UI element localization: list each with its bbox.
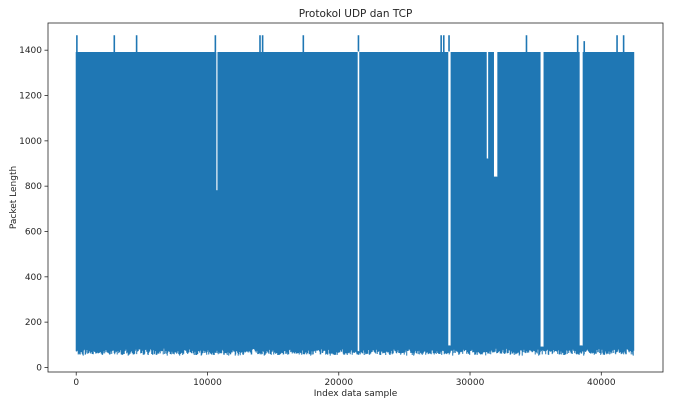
x-tick-label: 0 [73,378,79,388]
chart-title: Protokol UDP dan TCP [299,8,413,20]
series-gap [486,51,489,159]
y-tick-label: 1400 [19,46,42,56]
y-tick-label: 0 [36,363,42,373]
x-tick-label: 20000 [324,378,353,388]
series-band [75,52,635,356]
y-axis-title: Packet Length [9,166,19,229]
y-tick-label: 600 [25,227,42,237]
series-gap [579,51,583,346]
x-axis-title: Index data sample [314,389,398,399]
y-tick-label: 1000 [19,137,42,147]
x-tick-label: 10000 [193,378,222,388]
axes: 0 10000 20000 30000 40000 0 200 400 600 800 1000 12… [19,22,664,388]
y-tick-label: 1200 [19,92,42,102]
series-gap [216,51,218,191]
y-tick-label: 400 [25,273,42,283]
plot-area [75,35,635,356]
series-gap [447,51,451,346]
x-tick-label: 40000 [587,378,616,388]
series-gap [357,51,360,352]
plot-frame [47,22,664,373]
series-gap [493,51,498,178]
y-tick-label: 800 [25,182,42,192]
series-gap [540,51,544,348]
y-tick-label: 200 [25,318,42,328]
x-tick-label: 30000 [456,378,485,388]
